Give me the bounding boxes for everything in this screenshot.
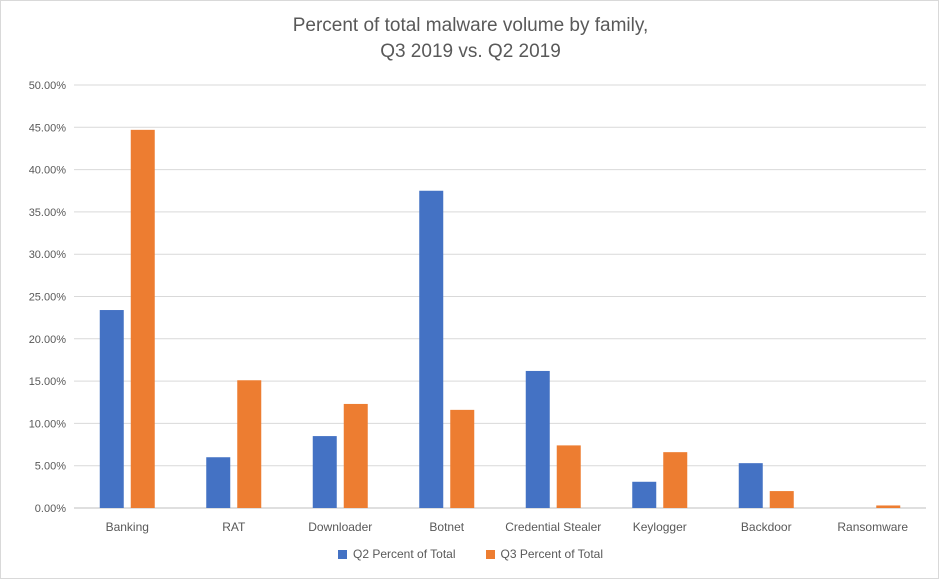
bar-q2 (419, 190, 444, 508)
y-tick-label: 35.00% (29, 207, 67, 219)
legend-item-q3: Q3 Percent of Total (485, 547, 604, 561)
bar-q3 (663, 452, 688, 508)
x-tick-label: Backdoor (741, 520, 792, 534)
bar-q3 (769, 491, 794, 508)
bar-q2 (738, 463, 763, 508)
x-tick-label: Keylogger (633, 520, 687, 534)
chart-title-line-2: Q3 2019 vs. Q2 2019 (380, 41, 561, 62)
legend-label-q3: Q3 Percent of Total (500, 547, 604, 561)
legend-swatch-q2 (337, 549, 347, 559)
y-tick-label: 5.00% (35, 461, 66, 473)
bar-q2 (525, 370, 550, 508)
bar-q3 (556, 445, 581, 508)
chart-title: Percent of total malware volume by famil… (1, 13, 939, 65)
bar-q2 (632, 481, 657, 508)
legend-label-q2: Q2 Percent of Total (352, 547, 456, 561)
bar-q2 (312, 436, 337, 508)
y-tick-label: 50.00% (29, 80, 67, 92)
bar-chart: 0.00% 5.00% 10.00% 15.00% 20.00% 25.00% 30.00%… (29, 80, 926, 534)
y-tick-label: 45.00% (29, 122, 67, 134)
chart-title-line-1: Percent of total malware volume by famil… (292, 15, 649, 36)
bar-q3 (343, 403, 368, 508)
bar-q3 (130, 129, 155, 508)
bar-q2 (206, 457, 231, 508)
y-tick-label: 15.00% (29, 376, 67, 388)
y-tick-label: 10.00% (29, 418, 67, 430)
y-tick-label: 25.00% (29, 292, 67, 304)
y-tick-label: 40.00% (29, 165, 67, 177)
y-tick-label: 20.00% (29, 334, 67, 346)
x-tick-label: Banking (106, 520, 149, 534)
x-tick-label: RAT (222, 520, 246, 534)
x-tick-label: Credential Stealer (505, 520, 601, 534)
bar-q3 (450, 409, 475, 508)
x-tick-label: Downloader (308, 520, 372, 534)
x-tick-label: Botnet (429, 520, 464, 534)
legend-item-q2: Q2 Percent of Total (337, 547, 456, 561)
bar-q3 (237, 380, 262, 508)
legend-swatch-q3 (485, 549, 495, 559)
chart-legend: Q2 Percent of Total Q3 Percent of Total (1, 547, 939, 561)
y-tick-label: 0.00% (35, 503, 66, 515)
bar-q2 (99, 310, 124, 508)
y-tick-label: 30.00% (29, 249, 67, 261)
bar-q3 (876, 505, 901, 508)
x-tick-label: Ransomware (837, 520, 908, 534)
